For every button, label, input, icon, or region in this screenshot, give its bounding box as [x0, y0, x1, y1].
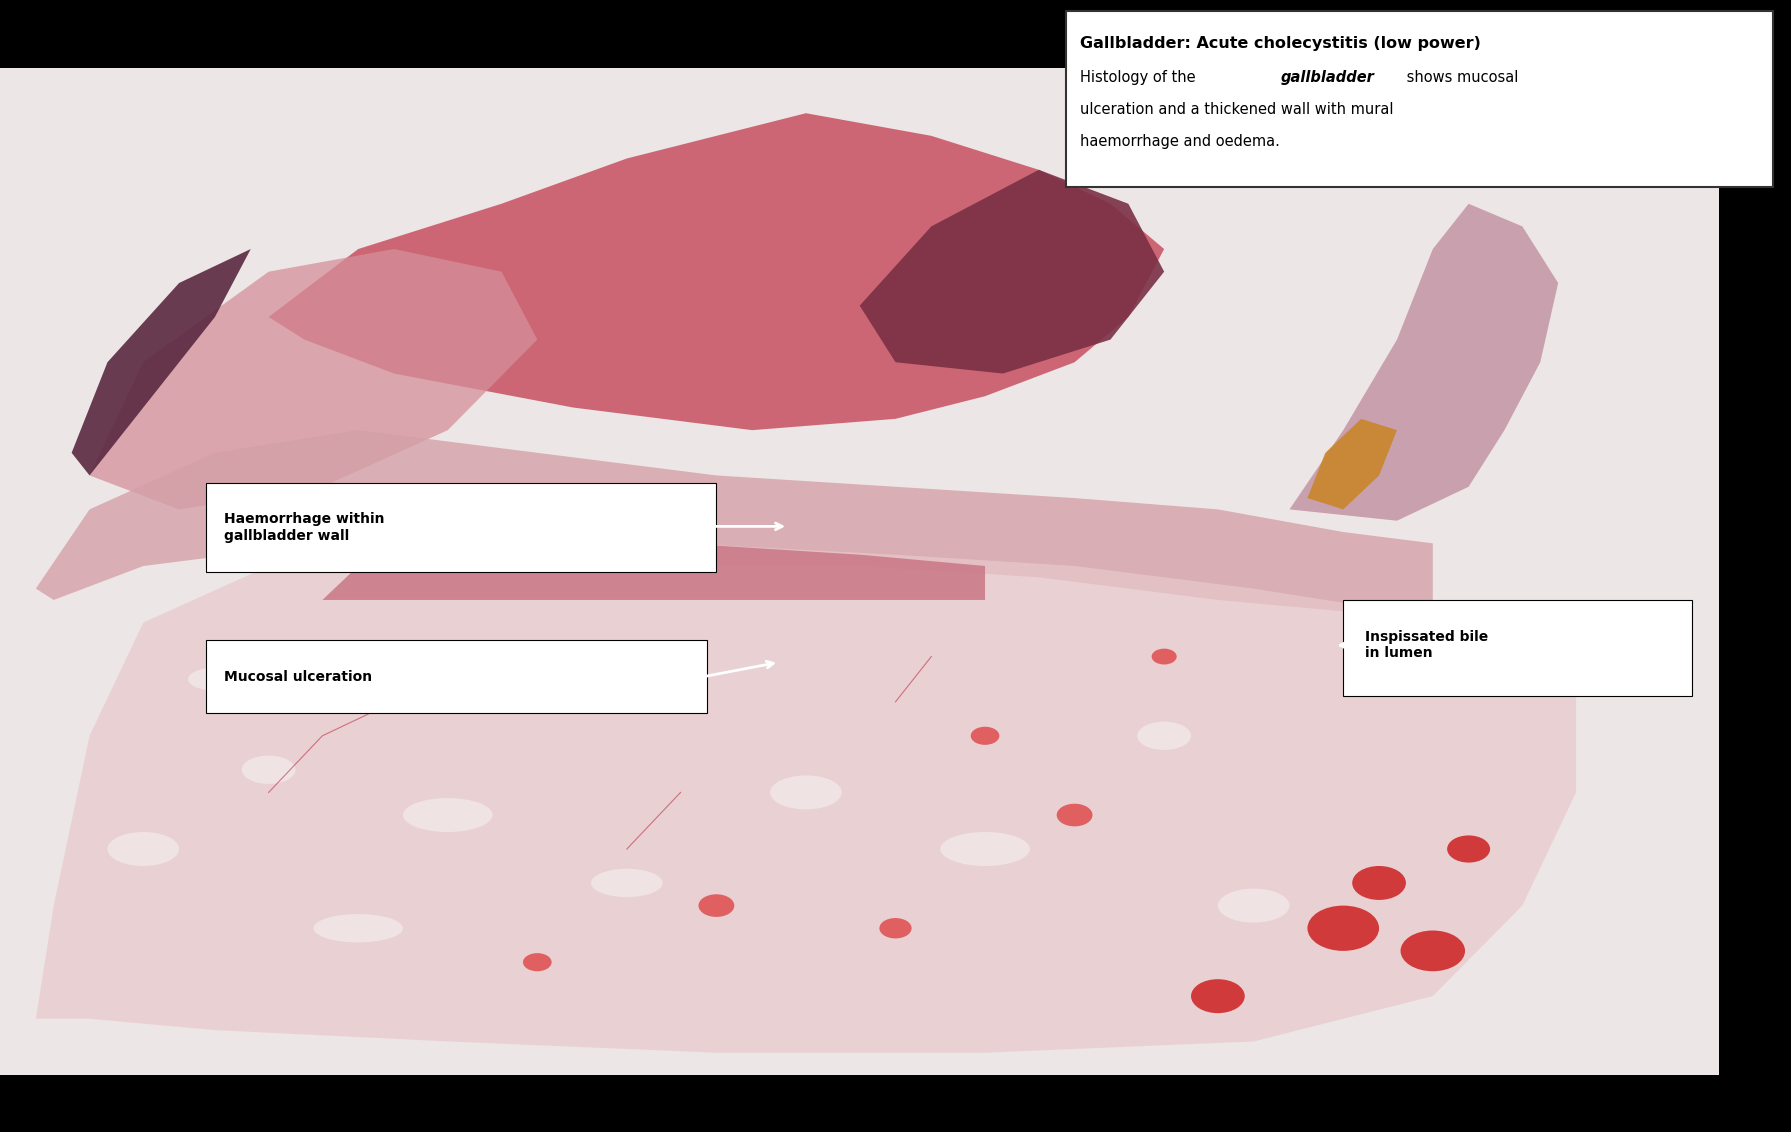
Ellipse shape [188, 668, 242, 691]
Text: Haemorrhage within
gallbladder wall: Haemorrhage within gallbladder wall [224, 513, 385, 542]
Circle shape [1401, 931, 1465, 971]
Polygon shape [269, 113, 1164, 430]
Ellipse shape [403, 798, 493, 832]
Ellipse shape [770, 775, 842, 809]
Text: Mucosal ulceration: Mucosal ulceration [224, 670, 373, 684]
Ellipse shape [591, 869, 663, 897]
Ellipse shape [940, 832, 1030, 866]
FancyBboxPatch shape [206, 483, 716, 572]
Polygon shape [72, 249, 251, 475]
Ellipse shape [242, 756, 296, 783]
Polygon shape [322, 543, 985, 600]
FancyBboxPatch shape [206, 640, 707, 713]
Polygon shape [90, 249, 537, 509]
Circle shape [1447, 835, 1490, 863]
FancyBboxPatch shape [1066, 11, 1773, 187]
Ellipse shape [1137, 722, 1191, 749]
Circle shape [1307, 906, 1379, 951]
Circle shape [1057, 804, 1093, 826]
FancyBboxPatch shape [1343, 600, 1692, 696]
Text: ulceration and a thickened wall with mural: ulceration and a thickened wall with mur… [1080, 102, 1393, 117]
Ellipse shape [107, 832, 179, 866]
Circle shape [523, 953, 552, 971]
Polygon shape [1307, 419, 1397, 509]
Polygon shape [36, 543, 1576, 1053]
Text: Histology of the: Histology of the [1080, 70, 1200, 85]
Bar [1719, 0, 1791, 1132]
Bar [0, 0, 1791, 68]
Text: haemorrhage and oedema.: haemorrhage and oedema. [1080, 134, 1281, 148]
Polygon shape [1290, 204, 1558, 521]
Ellipse shape [1218, 889, 1290, 923]
Text: Gallbladder: Acute cholecystitis (low power): Gallbladder: Acute cholecystitis (low po… [1080, 36, 1481, 51]
Circle shape [971, 727, 999, 745]
Polygon shape [36, 430, 1433, 611]
Circle shape [698, 894, 734, 917]
Circle shape [879, 918, 912, 938]
Circle shape [1152, 649, 1177, 664]
Ellipse shape [313, 915, 403, 942]
Text: gallbladder: gallbladder [1281, 70, 1374, 85]
Bar [0, 1075, 1791, 1132]
Text: Inspissated bile
in lumen: Inspissated bile in lumen [1365, 631, 1488, 660]
Circle shape [1352, 866, 1406, 900]
Polygon shape [860, 170, 1164, 374]
Text: shows mucosal: shows mucosal [1402, 70, 1519, 85]
Circle shape [1191, 979, 1245, 1013]
